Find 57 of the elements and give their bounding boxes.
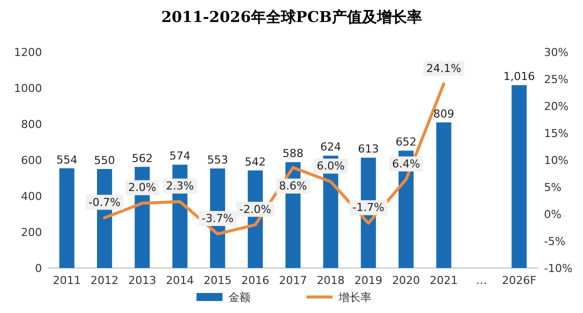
x-tick-label: 2017 xyxy=(279,274,307,287)
legend-label: 增长率 xyxy=(338,291,372,304)
y2-tick-label: 10% xyxy=(544,154,568,167)
data-label: 624 xyxy=(320,140,342,154)
y2-tick-label: 5% xyxy=(544,181,562,194)
data-label: 1,016 xyxy=(503,70,535,84)
y2-tick-label: 15% xyxy=(544,127,568,140)
y-tick-label: 800 xyxy=(21,118,42,131)
x-tick-label: 2026F xyxy=(502,274,536,287)
data-label: 24.1% xyxy=(426,62,462,75)
data-label: 613 xyxy=(358,142,379,156)
data-label: 553 xyxy=(207,153,228,166)
data-label: 588 xyxy=(282,147,304,160)
x-tick-label: 2013 xyxy=(128,274,156,287)
y-tick-label: 400 xyxy=(21,190,42,203)
x-tick-label: … xyxy=(476,274,487,287)
x-tick-label: 2021 xyxy=(430,274,458,287)
x-tick-label: 2012 xyxy=(90,274,119,287)
x-tick-label: 2011 xyxy=(52,274,81,287)
data-label: -1.7% xyxy=(352,201,384,214)
legend-label: 金额 xyxy=(228,291,250,304)
y2-tick-label: 20% xyxy=(544,100,568,113)
x-tick-label: 2018 xyxy=(316,274,345,287)
bar xyxy=(436,122,452,268)
y2-tick-label: -10% xyxy=(544,262,572,275)
data-label: 6.4% xyxy=(392,157,420,170)
data-label: 550 xyxy=(94,154,116,167)
data-label: 2.3% xyxy=(166,180,194,193)
data-label: 574 xyxy=(169,150,190,163)
y2-tick-label: 30% xyxy=(544,46,568,59)
chart-title: 2011-2026年全球PCB产值及增长率 xyxy=(161,8,422,26)
x-tick-label: 2019 xyxy=(354,274,382,287)
bar xyxy=(512,85,527,268)
y-tick-label: 1200 xyxy=(14,46,42,59)
data-label: -3.7% xyxy=(202,212,234,225)
x-tick-label: 2015 xyxy=(204,274,232,287)
data-label: 809 xyxy=(433,107,454,120)
bar xyxy=(59,168,74,268)
y-tick-label: 600 xyxy=(21,154,42,167)
data-label: 652 xyxy=(396,136,417,149)
y-tick-label: 0 xyxy=(35,262,42,275)
data-label: -0.7% xyxy=(88,196,120,209)
x-tick-label: 2020 xyxy=(392,274,420,287)
y2-tick-label: -5% xyxy=(544,235,566,248)
data-label: 542 xyxy=(244,155,266,168)
data-label: 554 xyxy=(56,153,78,166)
y-tick-label: 1000 xyxy=(14,82,42,95)
data-label: -2.0% xyxy=(239,202,272,216)
data-label: 562 xyxy=(132,152,153,165)
y2-tick-label: 0% xyxy=(544,208,562,221)
y-tick-label: 200 xyxy=(21,226,42,239)
x-tick-label: 2014 xyxy=(166,274,194,287)
data-label: 8.6% xyxy=(279,180,307,193)
y2-tick-label: 25% xyxy=(544,73,568,86)
data-label: 6.0% xyxy=(316,160,345,173)
x-tick-label: 2016 xyxy=(241,274,270,287)
data-label: 2.0% xyxy=(128,181,156,194)
